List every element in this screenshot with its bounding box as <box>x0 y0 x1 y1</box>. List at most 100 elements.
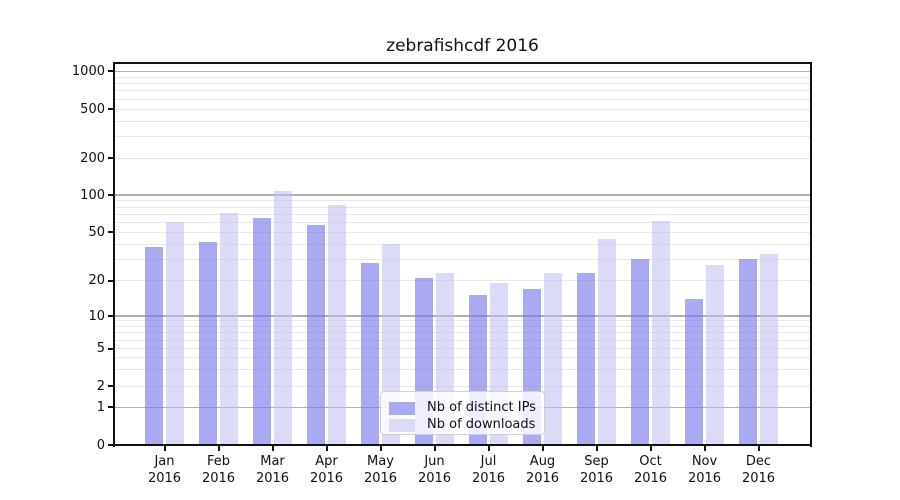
y-tick-200 <box>108 157 113 160</box>
y-tick-label-2: 2 <box>96 378 105 394</box>
minor-gridline-700 <box>115 90 811 92</box>
minor-gridline-600 <box>115 98 811 100</box>
minor-gridline-20 <box>115 280 811 282</box>
bar-oct-distinct-ips <box>630 259 650 445</box>
minor-gridline-5 <box>115 348 811 350</box>
y-tick-label-1: 1 <box>96 399 105 415</box>
legend-label-distinct-ips: Nb of distinct IPs <box>427 400 536 415</box>
chart-title: zebrafishcdf 2016 <box>386 36 539 56</box>
y-tick-20 <box>108 279 113 282</box>
x-tick-feb <box>217 446 220 451</box>
x-tick-label-jun: Jun 2016 <box>417 454 452 486</box>
bar-oct-downloads <box>651 220 671 445</box>
y-tick-label-50: 50 <box>88 224 105 240</box>
legend-swatch-distinct-ips <box>389 402 415 415</box>
bar-sep-downloads <box>597 239 617 445</box>
x-tick-label-oct: Oct 2016 <box>633 454 668 486</box>
bar-nov-downloads <box>705 264 725 445</box>
left-spine <box>113 62 115 447</box>
y-tick-1 <box>108 406 113 409</box>
bottom-spine <box>113 444 812 446</box>
minor-gridline-8 <box>115 326 811 328</box>
y-tick-100 <box>108 194 113 196</box>
x-tick-label-dec: Dec 2016 <box>741 454 776 486</box>
bar-mar-distinct-ips <box>252 218 272 445</box>
bar-jan-distinct-ips <box>144 246 164 445</box>
minor-gridline-7 <box>115 332 811 334</box>
x-tick-label-nov: Nov 2016 <box>687 454 722 486</box>
y-tick-label-10: 10 <box>88 308 105 324</box>
bar-apr-distinct-ips <box>306 225 326 445</box>
x-tick-aug <box>541 446 544 451</box>
y-tick-label-5: 5 <box>96 341 105 357</box>
y-tick-0 <box>108 444 113 446</box>
y-tick-1000 <box>108 70 113 73</box>
legend: Nb of distinct IPs Nb of downloads <box>380 391 545 435</box>
x-tick-label-sep: Sep 2016 <box>579 454 614 486</box>
minor-gridline-2 <box>115 385 811 387</box>
x-tick-label-jan: Jan 2016 <box>147 454 182 486</box>
minor-gridline-60 <box>115 221 811 223</box>
x-tick-dec <box>757 446 760 451</box>
minor-gridline-9 <box>115 320 811 322</box>
right-spine <box>810 62 812 447</box>
y-tick-50 <box>108 231 113 234</box>
x-tick-label-jul: Jul 2016 <box>471 454 506 486</box>
x-tick-label-may: May 2016 <box>363 454 398 486</box>
x-tick-label-aug: Aug 2016 <box>525 454 560 486</box>
y-tick-500 <box>108 108 113 111</box>
minor-gridline-70 <box>115 213 811 215</box>
y-tick-label-20: 20 <box>88 273 105 289</box>
legend-swatch-downloads <box>389 419 415 432</box>
minor-gridline-300 <box>115 136 811 138</box>
x-tick-may <box>379 446 382 451</box>
bar-aug-downloads <box>543 273 563 445</box>
x-tick-apr <box>325 446 328 451</box>
x-tick-oct <box>649 446 652 451</box>
bar-sep-distinct-ips <box>576 273 596 445</box>
major-gridline-100 <box>115 194 811 196</box>
bar-jan-downloads <box>165 222 185 445</box>
legend-label-downloads: Nb of downloads <box>427 417 536 432</box>
x-tick-sep <box>595 446 598 451</box>
bar-dec-downloads <box>759 254 779 445</box>
minor-gridline-400 <box>115 120 811 122</box>
minor-gridline-3 <box>115 368 811 370</box>
minor-gridline-200 <box>115 157 811 159</box>
legend-row-distinct-ips: Nb of distinct IPs <box>381 399 544 416</box>
minor-gridline-4 <box>115 357 811 359</box>
y-tick-10 <box>108 315 113 317</box>
bar-feb-downloads <box>219 213 239 445</box>
bar-dec-distinct-ips <box>738 259 758 445</box>
minor-gridline-40 <box>115 243 811 245</box>
y-tick-2 <box>108 385 113 387</box>
y-tick-label-200: 200 <box>80 150 105 166</box>
bar-mar-downloads <box>273 190 293 445</box>
y-tick-5 <box>108 347 113 350</box>
x-tick-nov <box>703 446 706 451</box>
major-gridline-1000 <box>115 70 811 72</box>
y-tick-label-0: 0 <box>96 437 105 453</box>
minor-gridline-50 <box>115 231 811 233</box>
x-tick-jan <box>163 446 166 451</box>
x-tick-jul <box>487 446 490 451</box>
x-tick-label-feb: Feb 2016 <box>201 454 236 486</box>
x-tick-label-apr: Apr 2016 <box>309 454 344 486</box>
bar-apr-downloads <box>327 205 347 445</box>
minor-gridline-6 <box>115 339 811 341</box>
minor-gridline-800 <box>115 83 811 85</box>
minor-gridline-80 <box>115 206 811 208</box>
bar-may-distinct-ips <box>360 262 380 445</box>
x-tick-mar <box>271 446 274 451</box>
bar-nov-distinct-ips <box>684 298 704 445</box>
y-tick-label-100: 100 <box>80 187 105 203</box>
major-gridline-10 <box>115 315 811 317</box>
y-tick-label-1000: 1000 <box>71 63 105 79</box>
x-tick-jun <box>433 446 436 451</box>
x-tick-label-mar: Mar 2016 <box>255 454 290 486</box>
minor-gridline-500 <box>115 108 811 110</box>
y-tick-label-500: 500 <box>80 101 105 117</box>
legend-row-downloads: Nb of downloads <box>381 416 544 433</box>
minor-gridline-30 <box>115 258 811 260</box>
